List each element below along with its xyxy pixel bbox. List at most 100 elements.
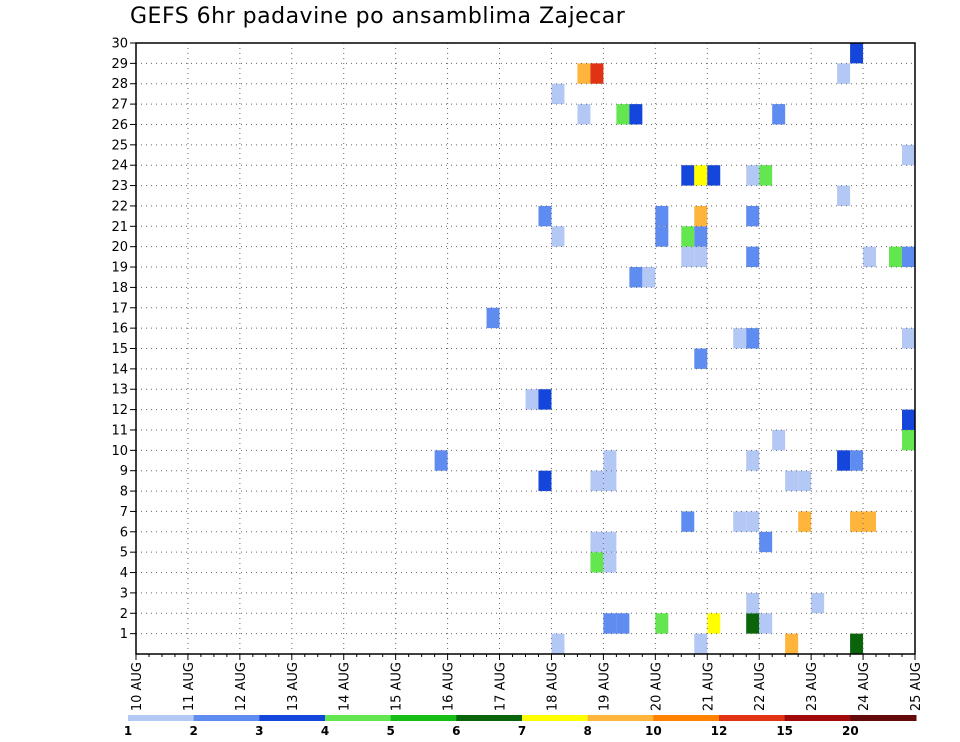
x-tick-label: 15 AUG — [390, 662, 405, 711]
colorbar-swatch — [193, 715, 260, 721]
x-axis: 10 AUG 11 AUG 12 AUG 13 AUG 14 AUG 15 AUG 16 A… — [130, 654, 924, 711]
heatmap-cell — [577, 63, 591, 84]
y-tick-label: 4 — [120, 566, 128, 581]
heatmap-cell — [681, 165, 695, 186]
y-tick-label: 8 — [120, 485, 128, 500]
heatmap-cell — [486, 307, 500, 329]
colorbar-label: 5 — [386, 724, 394, 738]
y-tick-label: 6 — [120, 525, 128, 540]
y-tick-label: 2 — [120, 607, 128, 622]
y-tick-label: 10 — [111, 444, 128, 459]
heatmap-cell — [850, 43, 864, 64]
heatmap-cell — [772, 429, 786, 451]
heatmap-cell — [629, 267, 643, 288]
y-axis: 1234567891011121314151617181920212223242… — [111, 37, 136, 642]
heatmap-cell — [603, 552, 617, 573]
y-tick-label: 3 — [120, 586, 128, 601]
heatmap-cell — [850, 511, 864, 532]
heatmap-cell — [590, 552, 604, 573]
x-tick-label: 14 AUG — [338, 662, 353, 711]
y-tick-label: 25 — [111, 138, 128, 153]
heatmap-cell — [681, 511, 695, 532]
heatmap-cell — [551, 83, 565, 105]
heatmap-cell — [902, 429, 915, 451]
heatmap-cell — [551, 633, 565, 654]
heatmap-cell — [746, 328, 760, 349]
x-tick-label: 19 AUG — [597, 662, 612, 711]
y-tick-label: 22 — [111, 199, 128, 214]
y-tick-label: 21 — [111, 220, 128, 235]
y-tick-label: 26 — [111, 118, 128, 133]
heatmap-cell — [590, 470, 604, 492]
heatmap-cell — [902, 328, 915, 349]
colorbar-swatch — [850, 715, 917, 721]
heatmap-cell — [746, 592, 760, 614]
heatmap-cell — [850, 633, 864, 654]
heatmap-cell — [733, 511, 747, 532]
heatmap-cell — [694, 246, 708, 268]
heatmap-cell — [707, 613, 721, 634]
x-tick-label: 13 AUG — [286, 662, 301, 711]
y-tick-label: 1 — [120, 627, 128, 642]
x-tick-label: 20 AUG — [649, 662, 664, 711]
heatmap-cell — [837, 185, 851, 206]
y-tick-label: 17 — [111, 301, 128, 316]
heatmap-cell — [837, 63, 851, 84]
heatmap-cell — [538, 205, 552, 227]
heatmap-cell — [694, 348, 708, 369]
heatmap-cell — [759, 531, 773, 553]
heatmap-cell — [694, 205, 708, 227]
colorbar-label: 10 — [645, 724, 662, 738]
y-tick-label: 29 — [111, 57, 128, 72]
heatmap-cell — [434, 450, 448, 471]
heatmap-cell — [655, 205, 669, 227]
y-tick-label: 9 — [120, 464, 128, 479]
heatmap-cell — [850, 450, 864, 471]
colorbar-swatch — [128, 715, 195, 721]
heatmap-cell — [681, 246, 695, 268]
heatmap-cell — [889, 246, 903, 268]
x-tick-label: 10 AUG — [130, 662, 145, 711]
heatmap-cell — [863, 511, 877, 532]
colorbar-label: 15 — [776, 724, 793, 738]
heatmap-cell — [603, 450, 617, 471]
heatmap-cell — [655, 226, 669, 247]
heatmap-cell — [629, 104, 643, 125]
heatmap-cell — [590, 531, 604, 553]
heatmap-cell — [746, 205, 760, 227]
y-tick-label: 27 — [111, 98, 128, 113]
y-tick-label: 28 — [111, 77, 128, 92]
heatmap-cell — [694, 633, 708, 654]
y-tick-label: 24 — [111, 159, 128, 174]
x-tick-label: 21 AUG — [701, 662, 716, 711]
heatmap-cell — [759, 165, 773, 186]
colorbar-label: 7 — [518, 724, 526, 738]
heatmap-cell — [733, 328, 747, 349]
colorbar-swatch — [456, 715, 523, 721]
heatmap-cell — [681, 226, 695, 247]
y-tick-label: 18 — [111, 281, 128, 296]
chart-title: GEFS 6hr padavine po ansamblima Zajecar — [130, 4, 626, 29]
heatmap-cell — [538, 470, 552, 492]
y-tick-label: 19 — [111, 261, 128, 276]
y-tick-label: 11 — [111, 423, 128, 438]
x-tick-label: 23 AUG — [805, 662, 820, 711]
heatmap-cell — [746, 511, 760, 532]
x-tick-label: 17 AUG — [494, 662, 509, 711]
y-tick-label: 15 — [111, 342, 128, 357]
x-tick-label: 24 AUG — [857, 662, 872, 711]
y-tick-label: 14 — [111, 362, 128, 377]
colorbar-label: 1 — [124, 724, 132, 738]
heatmap-cell — [837, 450, 851, 471]
heatmap-cell — [863, 246, 877, 268]
colorbar-label: 3 — [255, 724, 263, 738]
y-tick-label: 23 — [111, 179, 128, 194]
y-tick-label: 13 — [111, 383, 128, 398]
heatmap-cell — [902, 144, 915, 166]
heatmap-cell — [642, 267, 656, 288]
colorbar-swatch — [784, 715, 851, 721]
x-tick-label: 12 AUG — [234, 662, 249, 711]
heatmap-cells — [434, 43, 915, 654]
colorbar-swatch — [259, 715, 326, 721]
colorbar-label: 2 — [189, 724, 197, 738]
